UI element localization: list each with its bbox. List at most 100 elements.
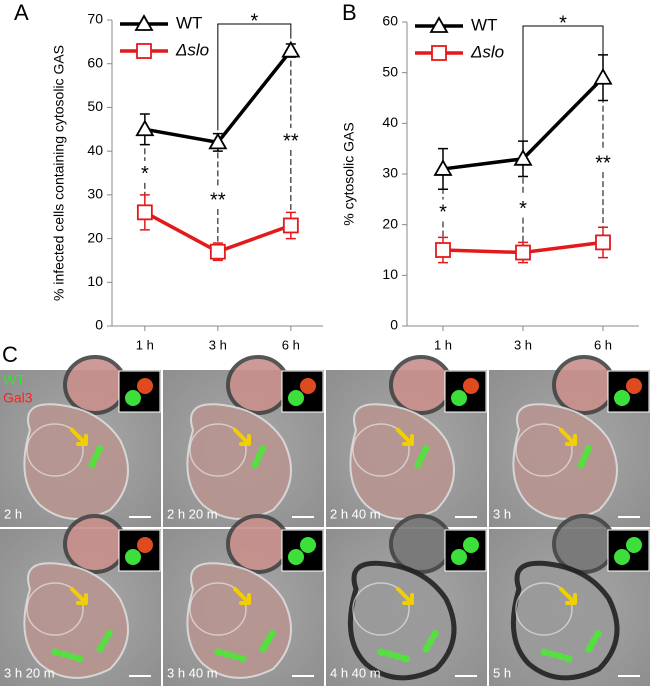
legend-label: Δslo <box>175 40 209 59</box>
x-tick-label: 1 h <box>136 337 154 352</box>
frame-time: 2 h 40 m <box>330 506 381 521</box>
bracket-label: * <box>559 12 567 34</box>
nucleus <box>189 582 247 636</box>
y-tick-label: 10 <box>87 273 103 289</box>
inset-bacterium <box>614 549 630 565</box>
frame-time: 3 h <box>493 506 511 521</box>
bacteria <box>577 444 593 469</box>
channel-label: Gal3 <box>3 390 33 406</box>
micrograph: 4 h 40 m <box>326 514 487 686</box>
legend-label: WT <box>176 13 202 32</box>
bacteria <box>209 625 279 663</box>
inset-bacterium <box>451 549 467 565</box>
data-point <box>281 40 301 58</box>
y-tick-label: 30 <box>382 165 398 181</box>
data-point <box>435 242 451 258</box>
legend-marker <box>134 14 154 31</box>
bracket <box>522 25 604 147</box>
inset-bacterium <box>125 390 141 406</box>
neighbor-cell <box>552 355 616 415</box>
neighbor-cell <box>226 514 290 574</box>
legend-label: WT <box>471 15 497 34</box>
inset-bacterium <box>626 378 642 394</box>
frame-time: 5 h <box>493 665 511 680</box>
arrow <box>70 587 88 605</box>
legend-marker <box>429 16 449 33</box>
x-tick-label: 1 h <box>434 337 452 352</box>
micrograph: 2 h <box>0 355 161 527</box>
micrograph: 2 h 20 m <box>163 355 324 527</box>
arrow <box>233 428 251 446</box>
inset-bacterium <box>137 537 153 553</box>
significance-label: ** <box>210 189 226 211</box>
arrow <box>396 428 414 446</box>
inset-bacterium <box>288 549 304 565</box>
nucleus <box>26 582 84 636</box>
y-tick-label: 60 <box>87 54 103 70</box>
arrow <box>396 587 414 605</box>
y-tick-label: 0 <box>95 317 103 333</box>
neighbor-cell <box>63 514 127 574</box>
data-point <box>209 243 226 260</box>
panel-label: A <box>14 0 29 25</box>
x-tick-label: 6 h <box>282 337 300 352</box>
bracket <box>217 23 292 131</box>
frame-time: 3 h 20 m <box>4 665 55 680</box>
arrow <box>559 587 577 605</box>
micrograph: 2 h 40 m <box>326 355 487 527</box>
significance-label: * <box>141 163 149 185</box>
data-point <box>282 217 299 234</box>
inset-bacterium <box>614 390 630 406</box>
x-tick-label: 3 h <box>209 337 227 352</box>
inset-bacterium <box>463 537 479 553</box>
bacteria <box>535 625 605 663</box>
inset <box>444 370 487 413</box>
frame-time: 2 h 20 m <box>167 506 218 521</box>
significance-label: * <box>439 202 447 224</box>
inset-bacterium <box>125 549 141 565</box>
panel-label: B <box>342 0 357 25</box>
nucleus <box>189 423 247 477</box>
micrograph: 3 h 40 m <box>163 514 324 686</box>
data-point <box>433 159 453 176</box>
data-point <box>593 67 613 85</box>
y-tick-label: 70 <box>87 11 103 27</box>
nucleus <box>352 582 410 636</box>
inset-bacterium <box>451 390 467 406</box>
channel-label: WT <box>3 372 25 388</box>
frame-time: 4 h 40 m <box>330 665 381 680</box>
y-axis-label: % infected cells containing cytosolic GA… <box>51 45 67 301</box>
data-point <box>135 119 155 137</box>
x-tick-label: 6 h <box>594 337 612 352</box>
y-tick-label: 40 <box>382 114 398 130</box>
nucleus <box>515 582 573 636</box>
legend-marker <box>136 43 152 59</box>
y-axis-label: % cytosolic GAS <box>341 122 357 225</box>
x-tick-label: 3 h <box>514 337 532 352</box>
y-tick-label: 20 <box>382 215 398 231</box>
significance-label: ** <box>595 152 611 174</box>
data-point <box>595 234 611 251</box>
y-tick-label: 0 <box>390 317 398 333</box>
arrow <box>233 587 251 605</box>
bacteria <box>88 444 104 469</box>
arrow <box>70 428 88 446</box>
panel-label: C <box>2 342 18 367</box>
arrow <box>559 428 577 446</box>
neighbor-cell <box>63 355 127 415</box>
micrograph: 3 h 20 m <box>0 514 161 686</box>
bacteria <box>372 625 442 663</box>
y-tick-label: 10 <box>382 266 398 282</box>
inset-bacterium <box>300 378 316 394</box>
inset-bacterium <box>300 537 316 553</box>
y-tick-label: 50 <box>87 98 103 114</box>
micrograph: 3 h <box>489 355 650 527</box>
legend-label: Δslo <box>470 42 504 61</box>
significance-label: * <box>519 198 527 220</box>
y-tick-label: 60 <box>382 13 398 29</box>
data-point <box>515 244 531 261</box>
neighbor-cell <box>389 355 453 415</box>
cell <box>186 403 292 520</box>
inset-bacterium <box>288 390 304 406</box>
